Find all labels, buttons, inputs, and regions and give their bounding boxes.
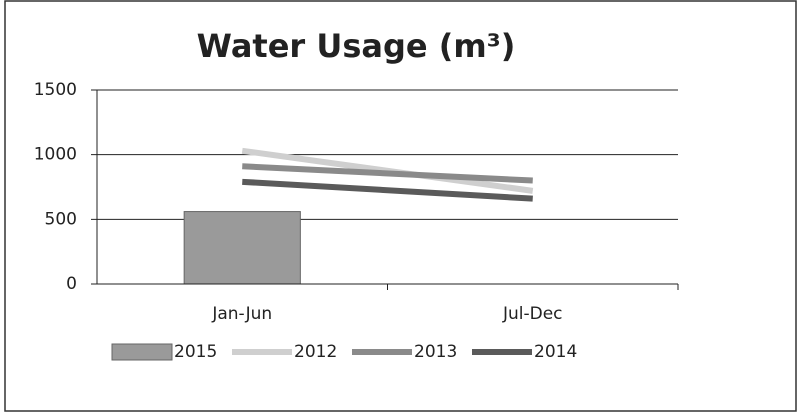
x-tick-label: Jul-Dec	[502, 304, 563, 324]
x-tick-label: Jan-Jun	[211, 304, 272, 324]
line-series	[242, 163, 533, 184]
y-tick-label: 0	[66, 274, 77, 294]
legend-label: 2012	[294, 342, 337, 362]
legend-label: 2013	[414, 342, 457, 362]
chart-border	[4, 0, 797, 412]
bar	[183, 211, 301, 285]
legend-label: 2014	[534, 342, 577, 362]
line-series	[242, 178, 533, 202]
chart-title: Water Usage (m³)	[197, 27, 516, 65]
legend-label: 2015	[174, 342, 217, 362]
y-tick-label: 500	[45, 209, 77, 229]
legend-swatch	[111, 343, 173, 361]
y-tick-label: 1000	[34, 145, 77, 165]
y-tick-label: 1500	[34, 80, 77, 100]
